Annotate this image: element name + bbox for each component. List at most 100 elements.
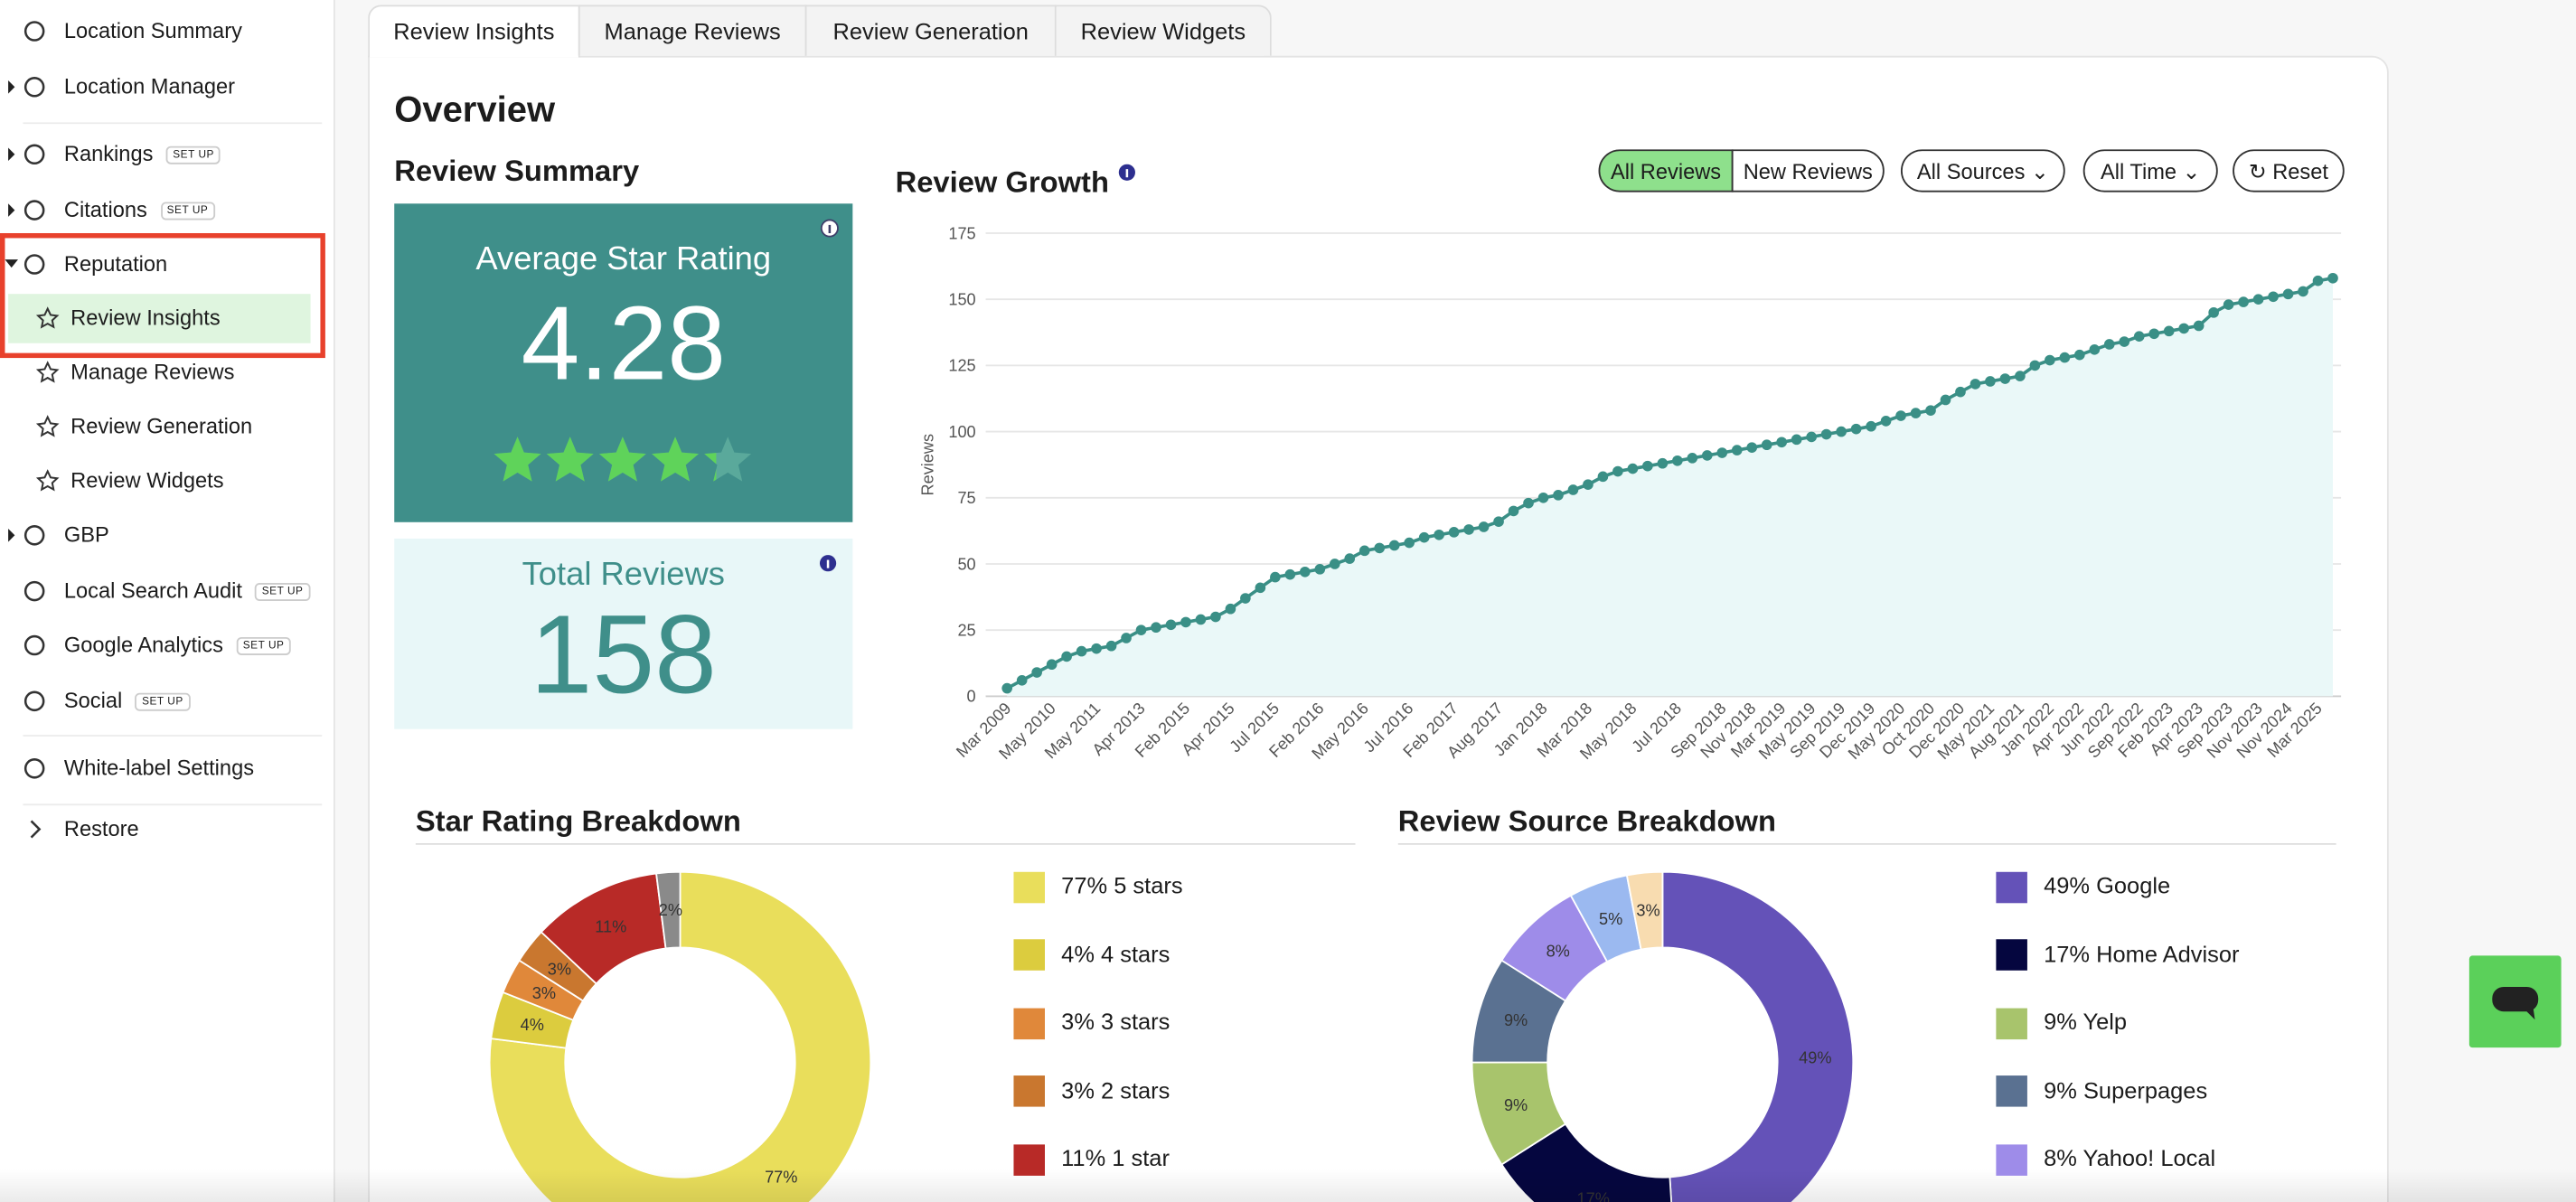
legend-swatch <box>1996 939 2027 972</box>
item-icon <box>24 634 45 656</box>
point <box>1180 616 1191 628</box>
point <box>1746 442 1758 453</box>
time-dropdown[interactable]: All Time ⌄ <box>2082 149 2218 193</box>
sidebar-item[interactable]: Restore <box>64 814 139 844</box>
tab[interactable]: Review Insights <box>368 5 580 58</box>
sidebar-item[interactable]: Location Manager <box>64 72 235 102</box>
reset-button[interactable]: ↻ Reset <box>2233 149 2345 193</box>
star-fill <box>598 437 646 482</box>
point <box>1344 553 1356 564</box>
point <box>1210 611 1221 623</box>
card-label: Total Reviews <box>522 556 725 593</box>
point <box>1151 622 1161 634</box>
point <box>1701 450 1713 461</box>
tab[interactable]: Review Widgets <box>1054 5 1272 56</box>
sidebar-item[interactable]: Location Summary <box>64 16 242 46</box>
sidebar-item[interactable]: Google Analytics SET UP <box>64 631 291 661</box>
point <box>1329 559 1340 569</box>
point <box>2223 299 2234 310</box>
filter-button[interactable]: All Reviews <box>1598 149 1734 193</box>
button-label: Reset <box>2272 159 2328 184</box>
item-icon <box>35 469 60 492</box>
sidebar-label: Reputation <box>63 250 168 277</box>
sidebar-item[interactable]: Review Generation <box>71 412 252 442</box>
sidebar-label: Local Search Audit <box>63 578 242 603</box>
section-title: Review Source Breakdown <box>1397 804 1776 838</box>
sidebar-label: White-label Settings <box>63 755 255 781</box>
sidebar-item[interactable]: Review Insights <box>71 304 220 333</box>
point <box>1418 531 1430 543</box>
source-dropdown[interactable]: All Sources ⌄ <box>1900 149 2065 193</box>
point <box>1404 537 1415 549</box>
point <box>2252 294 2264 305</box>
point <box>1895 410 1906 421</box>
point <box>1165 619 1177 631</box>
filter-button[interactable]: New Reviews <box>1731 149 1885 193</box>
sidebar-item[interactable]: Manage Reviews <box>71 358 234 388</box>
item-icon <box>24 144 45 165</box>
legend-swatch <box>1996 1144 2027 1176</box>
setup-badge: SET UP <box>160 202 215 221</box>
y-tick-label: 150 <box>948 291 975 309</box>
point <box>1374 542 1386 554</box>
sidebar-item[interactable]: GBP <box>64 521 109 550</box>
legend-swatch <box>1013 939 1045 972</box>
point <box>1627 463 1639 474</box>
section-title: Review Summary <box>394 154 640 188</box>
point <box>2327 272 2338 284</box>
total-value: 158 <box>530 592 717 718</box>
point <box>2089 344 2101 355</box>
point <box>1657 457 1669 469</box>
legend-swatch <box>1013 1075 1045 1108</box>
sidebar-item[interactable]: Citations SET UP <box>64 195 215 225</box>
sidebar-graphics <box>0 21 325 839</box>
card-label: Average Star Rating <box>475 241 772 278</box>
slice-label: 3% <box>548 960 571 978</box>
item-icon <box>24 254 45 275</box>
point <box>1463 524 1474 535</box>
y-tick-label: 0 <box>967 688 976 706</box>
sidebar-item[interactable]: White-label Settings <box>64 754 254 784</box>
selected-background <box>8 294 311 343</box>
point <box>2015 371 2026 381</box>
point <box>1195 614 1207 625</box>
sidebar-item[interactable]: Social SET UP <box>64 686 191 716</box>
point <box>2268 291 2279 303</box>
sidebar-item[interactable]: Review Widgets <box>71 466 223 496</box>
point <box>1091 643 1102 654</box>
sidebar-label: Review Insights <box>71 305 221 331</box>
legend-swatch <box>1996 1008 2027 1039</box>
point <box>2312 275 2324 286</box>
point <box>1940 394 1951 406</box>
point <box>1478 521 1490 532</box>
legend-swatch <box>1996 1075 2027 1108</box>
point <box>1448 527 1460 538</box>
tab[interactable]: Review Generation <box>804 5 1057 56</box>
legend-item: 17% Home Advisor <box>1996 937 2240 972</box>
point <box>1434 529 1444 540</box>
legend-label: 5 stars <box>1114 871 1183 898</box>
point <box>1985 376 1996 387</box>
slice-label: 3% <box>532 984 556 1002</box>
sidebar-item[interactable]: Reputation <box>64 249 167 279</box>
expand-caret <box>8 147 15 162</box>
y-tick-label: 175 <box>948 224 975 242</box>
chat-button[interactable] <box>2468 955 2562 1048</box>
sidebar-label: Restore <box>63 815 139 841</box>
point <box>1076 645 1087 657</box>
point <box>2163 325 2175 337</box>
sidebar-label: Citations <box>63 197 147 222</box>
legend-label: 4 stars <box>1101 940 1170 967</box>
setup-badge: SET UP <box>236 636 291 655</box>
dropdown-label: All Time <box>2101 159 2177 184</box>
item-icon <box>24 525 45 546</box>
item-icon <box>24 690 45 712</box>
sidebar-item[interactable]: Local Search Audit SET UP <box>64 577 310 606</box>
sidebar-item[interactable]: Rankings SET UP <box>64 139 221 169</box>
legend-value: 77% <box>1061 871 1108 898</box>
donut-slice <box>1625 870 1664 951</box>
sidebar-label: Rankings <box>63 141 154 166</box>
point <box>1508 505 1519 517</box>
tab[interactable]: Manage Reviews <box>578 5 807 56</box>
info-icon <box>1118 164 1135 181</box>
